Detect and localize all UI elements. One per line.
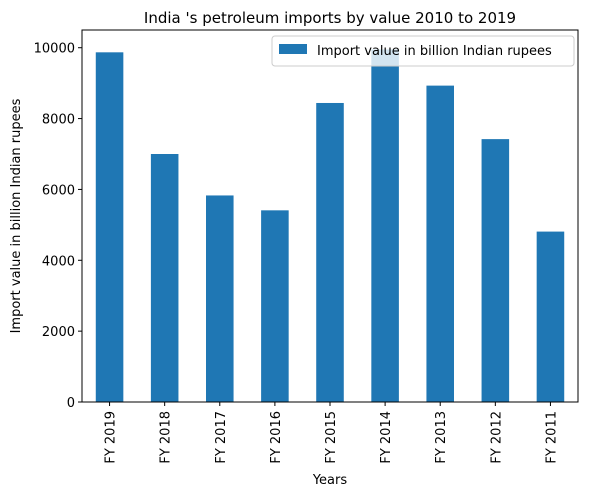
y-axis: 0 2000 4000 6000 8000 10000 xyxy=(34,42,82,411)
y-tick-label: 2000 xyxy=(42,325,75,340)
x-tick-label: FY 2015 xyxy=(324,411,339,464)
legend-swatch xyxy=(279,44,307,54)
x-tick-label: FY 2014 xyxy=(379,411,394,464)
x-tick-label: FY 2013 xyxy=(434,411,449,464)
chart-title: India 's petroleum imports by value 2010… xyxy=(144,9,516,27)
bar-fy-2017 xyxy=(206,195,234,402)
legend-label: Import value in billion Indian rupees xyxy=(317,44,552,59)
bars-group xyxy=(95,49,565,403)
y-tick-label: 10000 xyxy=(34,42,75,57)
x-axis: FY 2019 FY 2018 FY 2017 FY 2016 FY 2015 FY 20… xyxy=(104,402,559,464)
bar-fy-2016 xyxy=(261,210,289,402)
bar-fy-2012 xyxy=(481,139,510,402)
y-tick-label: 0 xyxy=(67,396,75,411)
plot-frame xyxy=(81,29,579,403)
legend: Import value in billion Indian rupees xyxy=(271,35,575,67)
y-tick-label: 8000 xyxy=(42,113,75,128)
x-tick-label: FY 2018 xyxy=(159,411,174,464)
x-axis-title: Years xyxy=(312,473,348,488)
x-tick-label: FY 2017 xyxy=(214,411,229,464)
bar-fy-2019 xyxy=(95,52,124,402)
legend-frame xyxy=(271,35,575,67)
x-tick-label: FY 2011 xyxy=(544,411,559,464)
bar-fy-2014 xyxy=(371,49,399,403)
x-tick-label: FY 2012 xyxy=(489,411,504,464)
y-tick-label: 4000 xyxy=(42,254,75,269)
bar-fy-2013 xyxy=(426,85,454,403)
bar-fy-2011 xyxy=(536,231,565,402)
x-tick-label: FY 2016 xyxy=(269,411,284,464)
y-axis-title: Import value in billion Indian rupees xyxy=(9,98,24,333)
bar-fy-2015 xyxy=(316,102,344,402)
bar-fy-2018 xyxy=(150,154,179,402)
y-tick-label: 6000 xyxy=(42,183,75,198)
x-tick-label: FY 2019 xyxy=(104,411,119,464)
